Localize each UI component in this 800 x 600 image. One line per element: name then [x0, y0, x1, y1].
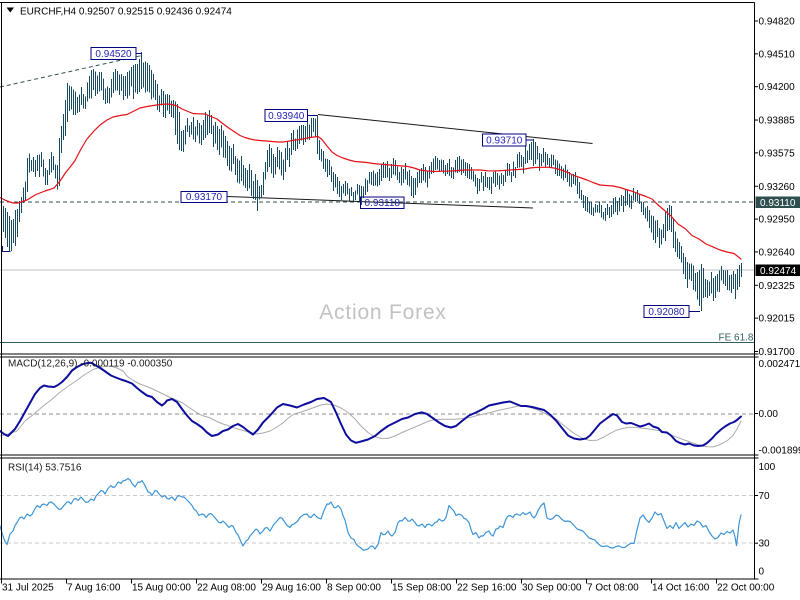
ma-line — [0, 103, 742, 260]
price-box-0.94520[interactable] — [90, 47, 137, 60]
price-label-box-0.93110 — [755, 196, 800, 208]
price-box-label: 0.94520 — [95, 49, 132, 60]
price-axis-label: 0.93575 — [759, 148, 796, 159]
price-axis-label: 0.92325 — [759, 281, 796, 292]
price-box-0.93940[interactable] — [264, 109, 308, 122]
price-axis-label: 0.92015 — [759, 314, 796, 325]
price-axis-label-highlight: 0.92474 — [760, 266, 797, 277]
rsi-label: RSI(14) 53.7516 — [8, 463, 82, 474]
macd-axis-label: -0.001899 — [759, 446, 800, 457]
collapse-triangle-icon[interactable] — [6, 7, 15, 13]
time-axis-label: 14 Oct 16:00 — [652, 583, 710, 594]
time-axis-label: 29 Aug 16:00 — [262, 583, 321, 594]
price-axis-label-highlight: 0.93110 — [760, 198, 796, 209]
macd-signal-line — [0, 365, 742, 448]
macd-main-line — [0, 361, 742, 447]
time-axis-label: 22 Aug 08:00 — [197, 583, 256, 594]
time-axis-label: 22 Sep 16:00 — [457, 583, 517, 594]
time-axis-label: 22 Oct 00:00 — [717, 583, 775, 594]
price-axis-label: 0.93885 — [759, 116, 796, 127]
price-box-0.93710[interactable] — [482, 133, 527, 147]
macd-axis-label: 0.002471 — [759, 359, 800, 370]
price-axis-label: 0.91700 — [759, 347, 796, 358]
price-axis-label: 0.94200 — [759, 82, 796, 93]
dashed-trendline[interactable] — [0, 55, 143, 88]
rsi-axis-label: 0 — [759, 567, 765, 578]
rsi-line — [0, 477, 742, 551]
macd-label: MACD(12,26,9) -0.000119 -0.000350 — [8, 359, 173, 370]
left-stub-line — [2, 246, 11, 252]
price-label-box-0.92474 — [755, 264, 800, 276]
rsi-axis-label: 30 — [759, 539, 771, 550]
macd-axis-label: 0.00 — [759, 409, 779, 420]
price-box-0.92080[interactable] — [643, 305, 690, 318]
time-axis-label: 7 Oct 08:00 — [587, 583, 639, 594]
price-box-0.93118[interactable] — [360, 196, 405, 209]
time-axis-label: 7 Aug 16:00 — [67, 583, 121, 594]
price-box-label: 0.93710 — [486, 136, 523, 147]
price-axis-label: 0.93260 — [759, 182, 796, 193]
trendline-1[interactable] — [226, 196, 534, 209]
price-box-0.93170[interactable] — [180, 191, 228, 203]
price-box-label: 0.92080 — [648, 307, 685, 318]
watermark: Action Forex — [319, 301, 446, 324]
price-axis-label: 0.94820 — [759, 17, 796, 28]
price-box-label: 0.93118 — [365, 198, 401, 209]
chart-title: EURCHF,H4 0.92507 0.92515 0.92436 0.9247… — [20, 7, 232, 18]
time-axis-label: 30 Sep 00:00 — [522, 583, 582, 594]
time-axis-label: 8 Sep 00:00 — [327, 583, 381, 594]
fe-618-label: FE 61.8 — [718, 333, 753, 344]
time-axis-label: 15 Sep 08:00 — [392, 583, 452, 594]
price-axis-label: 0.92640 — [759, 247, 796, 258]
time-axis-label: 31 Jul 2025 — [2, 583, 54, 594]
trendline-0[interactable] — [317, 114, 593, 144]
rsi-axis-label: 100 — [759, 462, 776, 473]
price-box-label: 0.93170 — [186, 192, 223, 203]
rsi-axis-label: 70 — [759, 491, 771, 502]
price-axis-label: 0.94510 — [759, 49, 796, 60]
price-axis-label: 0.92950 — [759, 215, 796, 226]
price-box-label: 0.93940 — [268, 111, 305, 122]
time-axis-label: 15 Aug 00:00 — [132, 583, 191, 594]
price-bars — [1, 52, 742, 311]
